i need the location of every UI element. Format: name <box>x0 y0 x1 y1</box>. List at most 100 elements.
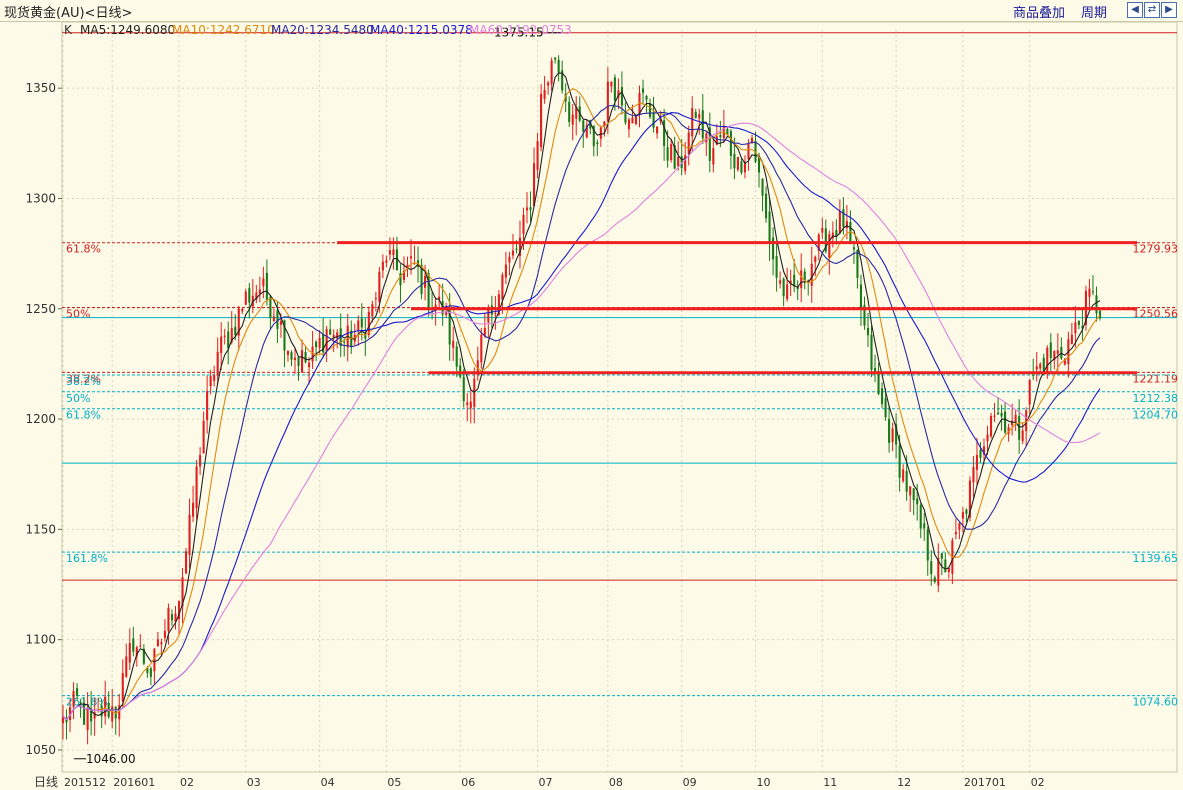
overlay-commodity-link[interactable]: 商品叠加 <box>1013 6 1066 21</box>
candle-body <box>954 531 957 535</box>
candle-body <box>308 362 311 368</box>
grid-lines <box>62 30 1177 772</box>
candle-body <box>262 278 265 287</box>
candle-body <box>596 142 599 145</box>
x-tick-label: 03 <box>247 776 261 789</box>
candle <box>262 266 265 299</box>
candle-body <box>139 645 142 647</box>
candle-body <box>1004 411 1007 433</box>
candle-body <box>367 311 370 335</box>
candle-body <box>518 237 522 256</box>
candle-body <box>796 286 799 290</box>
plot-frame <box>61 21 1178 773</box>
candle-body <box>279 321 283 325</box>
candle-body <box>304 351 307 363</box>
candle <box>128 628 131 670</box>
arrow-swap-icon[interactable]: ⇄ <box>1144 2 1160 18</box>
candle-body <box>378 271 381 302</box>
candle-body <box>118 705 121 720</box>
candle-body <box>589 119 592 129</box>
candle-body <box>691 107 694 137</box>
candle <box>286 350 290 362</box>
candle-body <box>764 193 768 219</box>
candle <box>828 230 831 275</box>
candle-body <box>167 607 170 632</box>
candle-body <box>132 638 135 652</box>
candle <box>610 81 613 93</box>
resistance-lines[interactable] <box>337 241 1137 375</box>
candle <box>561 60 564 94</box>
candle <box>1004 401 1007 435</box>
candle-body <box>1014 414 1017 423</box>
candle-body <box>926 529 929 561</box>
candle-body <box>835 230 838 237</box>
fib-left-label: 50% <box>66 308 90 321</box>
period-link[interactable]: 周期 <box>1081 6 1108 21</box>
ma5-line <box>62 72 1101 721</box>
candle-body <box>631 117 634 124</box>
x-tick-label: 07 <box>539 776 553 789</box>
candle <box>961 507 964 533</box>
candle-body <box>1039 363 1042 369</box>
candle-body <box>1007 427 1010 434</box>
candle <box>691 96 694 152</box>
candles[interactable] <box>61 55 1102 745</box>
candle <box>304 346 307 364</box>
candle-body <box>1053 350 1056 361</box>
candle <box>564 83 567 113</box>
candle-body <box>782 278 785 297</box>
candle <box>972 456 975 500</box>
candle-body <box>199 455 202 467</box>
candle-body <box>455 346 458 367</box>
candle-body <box>1077 320 1080 325</box>
x-tick-label: 02 <box>180 776 194 789</box>
legend: K MA5:1249.6080 MA10:1242.6710 MA20:1234… <box>64 23 572 37</box>
ma20-line <box>62 104 1101 721</box>
candle <box>624 102 627 125</box>
candle <box>870 325 873 378</box>
candle-body <box>641 88 645 93</box>
candle-body <box>768 211 771 244</box>
y-tick-label: 1050 <box>25 743 56 757</box>
candle <box>452 326 455 361</box>
candle-body <box>438 296 441 300</box>
candle <box>184 547 188 575</box>
arrow-left-icon[interactable]: ◀ <box>1127 2 1143 18</box>
candle-body <box>747 144 750 160</box>
candle <box>786 267 789 302</box>
fib-right-label: 1212.38 <box>1133 392 1179 405</box>
candle-body <box>1011 420 1014 426</box>
candle <box>680 139 683 176</box>
candle <box>241 307 244 314</box>
candle-body <box>529 207 532 210</box>
candle-body <box>863 305 866 326</box>
candle-body <box>83 702 86 725</box>
candle <box>139 634 142 648</box>
candle <box>536 132 539 179</box>
fib-right-label: 1139.65 <box>1133 552 1179 565</box>
candle <box>1007 423 1010 442</box>
candle <box>575 96 578 136</box>
arrow-right-icon[interactable]: ▶ <box>1161 2 1177 18</box>
candle <box>473 367 476 424</box>
candle-body <box>750 137 754 143</box>
candle-body <box>508 256 511 263</box>
candle-body <box>163 630 166 638</box>
candle-body <box>1042 357 1045 374</box>
candle-body <box>775 256 778 278</box>
candle-body <box>592 126 595 147</box>
chart-title: 现货黄金(AU)<日线> <box>4 6 133 21</box>
candle-body <box>325 329 328 351</box>
candle-body <box>617 90 620 98</box>
candle-body <box>680 156 683 169</box>
candle <box>529 191 532 222</box>
candle-body <box>571 114 574 125</box>
candle-body <box>536 141 539 170</box>
candle-body <box>388 250 391 255</box>
candle-body <box>670 144 673 161</box>
candle <box>1032 358 1035 381</box>
candle <box>965 508 968 523</box>
candle <box>557 55 560 82</box>
candle-body <box>220 336 223 354</box>
